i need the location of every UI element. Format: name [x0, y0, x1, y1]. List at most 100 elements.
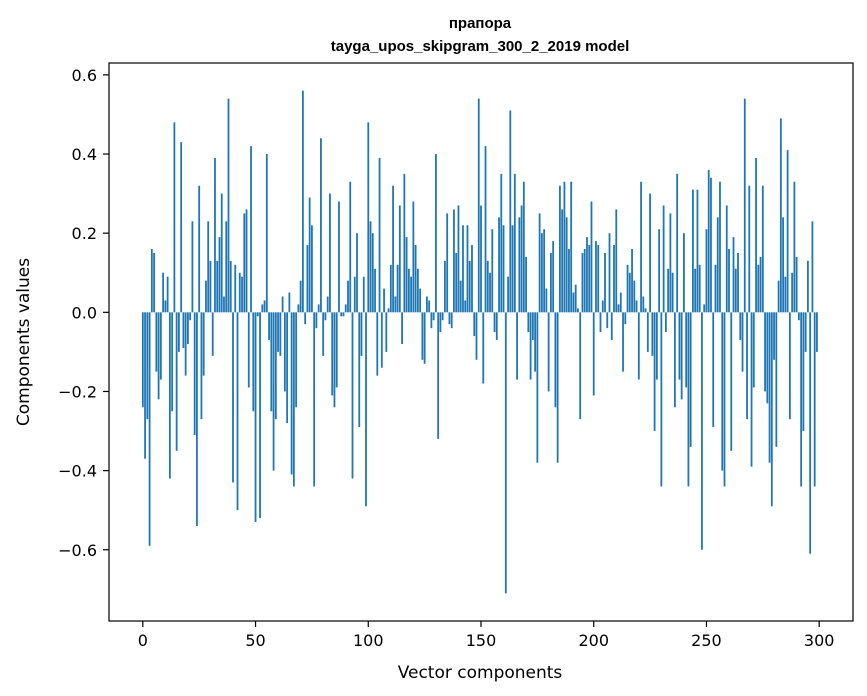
bar-92: [349, 181, 352, 313]
bar-253: [712, 312, 715, 428]
bar-213: [622, 312, 624, 372]
bar-211: [617, 304, 620, 313]
bar-45: [243, 213, 246, 313]
bar-209: [613, 245, 615, 313]
bar-259: [725, 205, 728, 313]
bar-255: [716, 217, 719, 313]
bar-159: [500, 173, 503, 313]
bar-272: [755, 157, 757, 313]
bar-114: [398, 205, 401, 313]
bar-90: [344, 304, 347, 313]
bar-227: [653, 312, 656, 432]
bar-179: [545, 288, 548, 313]
bar-161: [504, 312, 507, 594]
bar-99: [365, 312, 367, 507]
bar-78: [317, 304, 320, 313]
bar-115: [401, 312, 403, 344]
bar-212: [619, 292, 622, 313]
bar-279: [770, 312, 773, 507]
bar-287: [788, 312, 791, 420]
y-tick-label: 0.4: [72, 145, 97, 164]
bar-49: [252, 312, 255, 412]
bar-224: [646, 312, 649, 352]
bar-96: [358, 312, 361, 428]
bar-199: [590, 201, 593, 313]
bar-43: [238, 272, 241, 313]
bar-74: [308, 197, 311, 313]
bar-204: [601, 300, 604, 313]
bar-181: [549, 252, 552, 313]
bar-59: [274, 312, 277, 420]
bar-241: [685, 312, 688, 388]
bar-172: [529, 312, 532, 380]
bar-86: [335, 312, 338, 388]
bar-95: [356, 233, 358, 313]
bar-20: [187, 312, 189, 344]
bar-168: [520, 205, 523, 313]
bar-206: [606, 312, 609, 329]
bar-220: [637, 312, 640, 380]
bar-73: [306, 245, 309, 313]
bar-184: [556, 312, 559, 463]
bar-124: [421, 312, 424, 360]
bar-268: [746, 312, 748, 420]
bar-215: [626, 264, 629, 313]
bar-25: [198, 185, 201, 313]
bar-229: [658, 229, 661, 313]
bar-198: [588, 245, 591, 313]
bar-203: [599, 312, 602, 333]
bar-267: [743, 98, 746, 313]
bar-147: [473, 312, 476, 337]
bar-210: [615, 209, 618, 313]
bar-141: [459, 280, 462, 313]
bar-108: [385, 312, 388, 352]
bar-39: [229, 260, 232, 313]
bar-143: [464, 300, 467, 313]
bar-155: [491, 229, 494, 313]
bar-298: [813, 312, 816, 487]
bar-153: [486, 260, 489, 313]
bar-81: [324, 312, 327, 321]
bar-55: [265, 154, 268, 313]
bar-247: [698, 264, 701, 313]
bar-136: [448, 312, 451, 325]
bar-94: [353, 276, 356, 313]
bar-288: [791, 272, 794, 313]
bar-187: [563, 181, 566, 313]
bar-3: [148, 312, 151, 546]
bar-36: [223, 296, 225, 313]
bar-296: [809, 312, 812, 554]
bar-214: [624, 312, 627, 325]
bar-292: [800, 312, 803, 487]
bar-275: [761, 185, 764, 313]
y-tick-label: −0.2: [58, 382, 97, 401]
bar-118: [407, 268, 410, 313]
bar-127: [428, 300, 431, 313]
bar-152: [484, 146, 487, 313]
bar-119: [410, 276, 413, 313]
bar-291: [797, 312, 800, 321]
bar-61: [279, 312, 282, 356]
bar-103: [374, 268, 376, 313]
bar-125: [423, 312, 426, 364]
y-tick-label: 0.2: [72, 224, 97, 243]
bar-11: [166, 276, 169, 313]
bar-262: [732, 237, 735, 313]
y-axis-ticks: −0.6 −0.4 −0.2 0.0 0.2 0.4 0.6: [58, 66, 109, 560]
bar-149: [477, 98, 480, 313]
bar-27: [202, 312, 205, 376]
bar-254: [714, 264, 717, 313]
bar-160: [502, 225, 505, 313]
bar-138: [453, 209, 455, 313]
bar-140: [457, 205, 460, 313]
x-tick-label: 0: [138, 631, 148, 650]
bar-258: [723, 312, 726, 487]
bar-207: [608, 233, 611, 313]
bar-191: [572, 292, 575, 313]
bar-225: [649, 193, 651, 313]
bar-263: [734, 268, 737, 313]
bar-131: [437, 312, 440, 439]
bar-9: [162, 272, 165, 313]
bar-245: [694, 268, 697, 313]
bar-233: [667, 268, 670, 313]
